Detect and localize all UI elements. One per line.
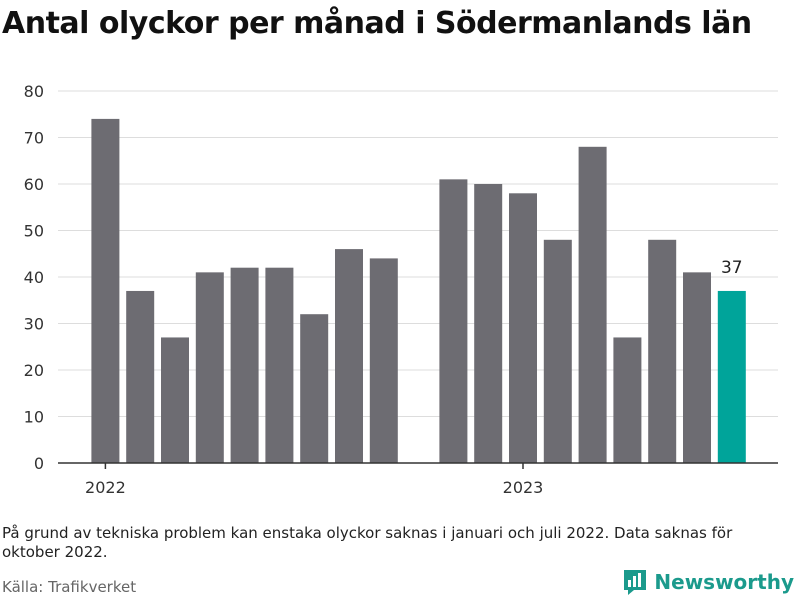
bar <box>300 314 329 463</box>
bar <box>126 290 155 463</box>
bar <box>509 193 537 464</box>
y-tick-label: 60 <box>24 175 44 194</box>
y-tick-label: 0 <box>34 454 44 473</box>
bar <box>230 267 259 463</box>
y-tick-label: 50 <box>24 222 44 241</box>
y-tick-label: 20 <box>24 361 44 380</box>
chart-title: Antal olyckor per månad i Södermanlands … <box>2 6 752 41</box>
brand-name: Newsworthy <box>654 570 794 594</box>
y-tick-label: 70 <box>24 129 44 148</box>
bar <box>648 239 677 463</box>
y-tick-label: 40 <box>24 268 44 287</box>
bar <box>474 184 503 463</box>
x-tick-label: 2022 <box>85 478 126 497</box>
bar-chart: 0 10 20 30 40 50 60 70 80 2022 2023 37 <box>24 82 778 497</box>
y-tick-label: 10 <box>24 408 44 427</box>
bar <box>439 179 468 463</box>
newsworthy-logo-icon <box>624 570 647 595</box>
y-tick-label: 30 <box>24 315 44 334</box>
brand-logo: Newsworthy <box>622 568 794 596</box>
bar <box>543 239 572 463</box>
bar-highlight <box>717 290 746 463</box>
bar <box>578 146 607 464</box>
bar <box>265 267 294 463</box>
x-tick-label: 2023 <box>503 478 544 497</box>
bar <box>683 272 711 463</box>
source-text: Källa: Trafikverket <box>2 578 137 596</box>
bar <box>613 337 642 463</box>
bar <box>335 249 363 463</box>
footnote: På grund av tekniska problem kan enstaka… <box>2 524 733 561</box>
bar <box>195 272 224 463</box>
bar-value-label: 37 <box>721 258 743 278</box>
y-tick-label: 80 <box>24 82 44 101</box>
bar <box>369 258 398 463</box>
bar <box>161 337 189 463</box>
bar <box>91 118 120 464</box>
